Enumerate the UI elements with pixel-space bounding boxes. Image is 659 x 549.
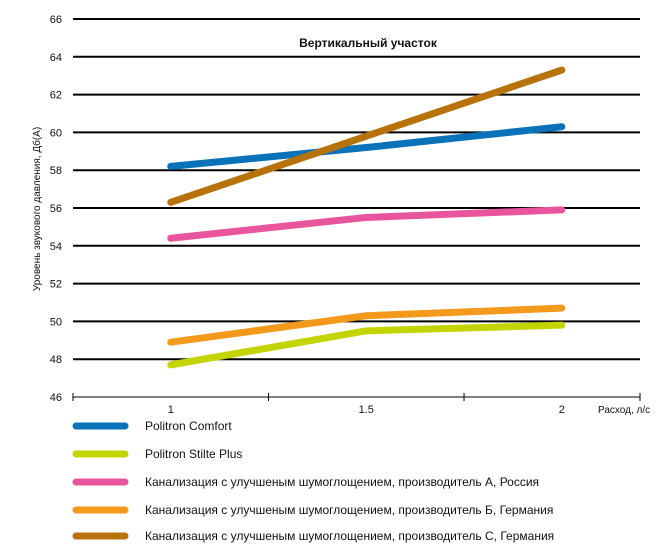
y-tick-label: 50 [50,316,62,328]
chart-title: Вертикальный участок [299,36,438,50]
x-tick-label: 1 [168,404,174,416]
legend-label: Politron Comfort [145,419,232,433]
y-tick-label: 66 [50,14,62,26]
y-tick-labels: 46 48 50 52 54 56 58 60 62 64 66 [50,14,62,404]
y-tick-label: 60 [50,127,62,139]
x-axis-label: Расход, л/с [598,405,650,416]
y-tick-label: 46 [50,392,62,404]
y-tick-label: 58 [50,165,62,177]
x-tick-label: 2 [559,404,565,416]
legend-label: Канализация с улучшеным шумоглощением, п… [145,475,539,489]
legend: Politron Comfort Politron Stilte Plus Кана… [76,419,554,543]
legend-label: Канализация с улучшеным шумоглощением, п… [145,529,554,543]
legend-label: Канализация с улучшеным шумоглощением, п… [145,503,553,517]
y-tick-label: 62 [50,90,62,102]
legend-label: Politron Stilte Plus [145,447,242,461]
y-tick-label: 56 [50,203,62,215]
y-tick-label: 48 [50,354,62,366]
y-tick-label: 54 [50,241,62,253]
y-tick-label: 52 [50,279,62,291]
series-line-3 [171,210,562,238]
y-axis-label: Уровень звукового давления, Дб(А) [31,127,43,291]
y-tick-label: 64 [50,52,62,64]
x-tick-label: 1.5 [359,404,374,416]
